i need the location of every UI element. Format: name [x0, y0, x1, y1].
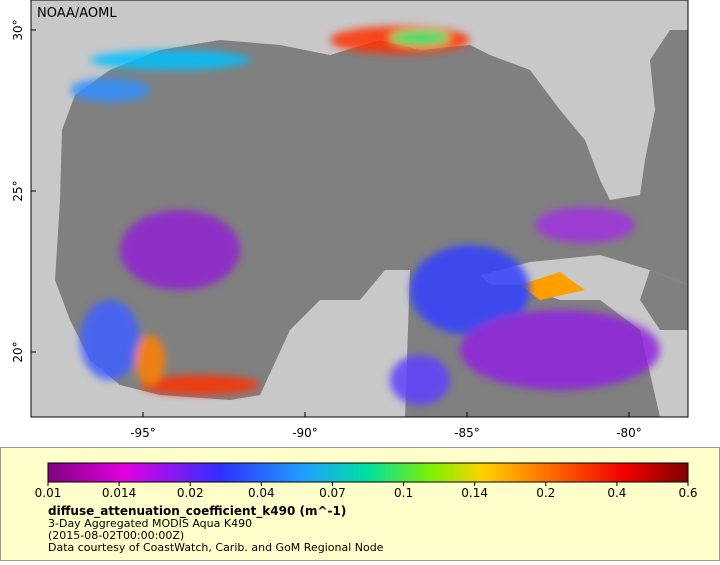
- colorbar-labels: 0.01 0.014 0.02 0.04 0.07 0.1 0.14 0.2 0.4 0.6: [35, 482, 698, 500]
- lon-label: -85°: [454, 426, 480, 440]
- legend-panel: 0.01 0.014 0.02 0.04 0.07 0.1 0.14 0.2 0.4 0.6 di…: [0, 447, 720, 561]
- colorbar: [47, 462, 689, 483]
- lon-labels: -95° -90° -85° -80°: [130, 412, 642, 440]
- colorbar-label: 0.07: [319, 486, 346, 500]
- lat-label: 25°: [11, 180, 25, 201]
- colorbar-label: 0.02: [177, 486, 204, 500]
- credit: NOAA/AOML: [37, 6, 117, 21]
- lon-label: -80°: [616, 426, 642, 440]
- courtesy: Data courtesy of CoastWatch, Carib. and …: [48, 541, 384, 554]
- colorbar-label: 0.14: [461, 486, 488, 500]
- colorbar-label: 0.1: [394, 486, 413, 500]
- colorbar-label: 0.4: [607, 486, 626, 500]
- map-frame: [30, 0, 689, 418]
- lon-label: -90°: [292, 426, 318, 440]
- lat-label: 30°: [11, 19, 25, 40]
- lat-label: 20°: [11, 341, 25, 362]
- colorbar-label: 0.014: [102, 486, 136, 500]
- colorbar-label: 0.04: [248, 486, 275, 500]
- ocean: [640, 200, 688, 330]
- map: NOAA/AOML 30° 25° 20° -95° -90° -85° -80°: [11, 0, 689, 440]
- colorbar-label: 0.6: [678, 486, 697, 500]
- data-patches: [70, 26, 660, 405]
- lat-labels: 30° 25° 20°: [11, 19, 36, 363]
- colorbar-label: 0.2: [536, 486, 555, 500]
- variable-name: diffuse_attenuation_coefficient_k490 (m^…: [48, 504, 346, 519]
- time-label: (2015-08-02T00:00:00Z): [48, 529, 184, 542]
- lon-label: -95°: [130, 426, 156, 440]
- data-patch: [520, 272, 585, 300]
- colorbar-label: 0.01: [35, 486, 62, 500]
- dataset-name: 3-Day Aggregated MODIS Aqua K490: [48, 517, 252, 530]
